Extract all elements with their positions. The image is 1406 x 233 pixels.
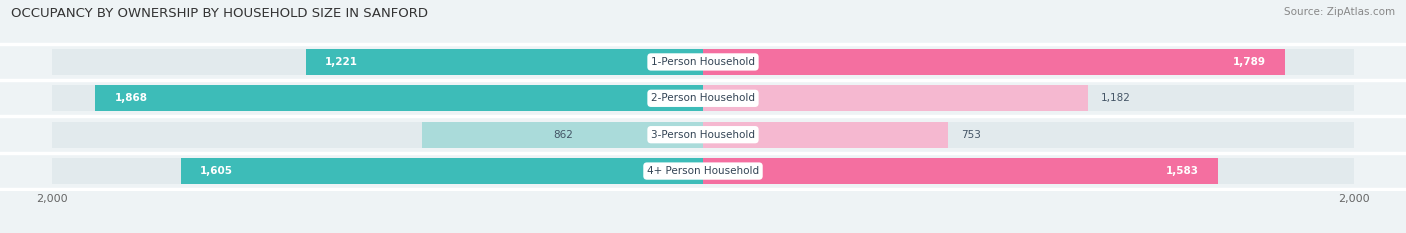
Text: 4+ Person Household: 4+ Person Household (647, 166, 759, 176)
Bar (703, 85, 1088, 111)
Bar (703, 158, 1218, 184)
Text: 2-Person Household: 2-Person Household (651, 93, 755, 103)
Bar (703, 49, 1354, 75)
Text: 1,789: 1,789 (1233, 57, 1265, 67)
Text: 1,605: 1,605 (200, 166, 233, 176)
Bar (52, 49, 703, 75)
Bar (52, 122, 703, 148)
Text: 1,583: 1,583 (1166, 166, 1199, 176)
Text: OCCUPANCY BY OWNERSHIP BY HOUSEHOLD SIZE IN SANFORD: OCCUPANCY BY OWNERSHIP BY HOUSEHOLD SIZE… (11, 7, 429, 20)
Bar (703, 158, 1354, 184)
Text: 1-Person Household: 1-Person Household (651, 57, 755, 67)
Text: 753: 753 (962, 130, 981, 140)
Bar (52, 85, 703, 111)
Bar (96, 85, 703, 111)
Bar (703, 122, 948, 148)
Bar (305, 49, 703, 75)
Text: 3-Person Household: 3-Person Household (651, 130, 755, 140)
Text: 1,221: 1,221 (325, 57, 359, 67)
Bar (703, 85, 1354, 111)
Text: 1,868: 1,868 (114, 93, 148, 103)
Bar (703, 49, 1285, 75)
Bar (52, 158, 703, 184)
Text: 1,182: 1,182 (1101, 93, 1130, 103)
Bar (703, 122, 1354, 148)
Bar (422, 122, 703, 148)
Text: Source: ZipAtlas.com: Source: ZipAtlas.com (1284, 7, 1395, 17)
Bar (180, 158, 703, 184)
Text: 862: 862 (553, 130, 572, 140)
